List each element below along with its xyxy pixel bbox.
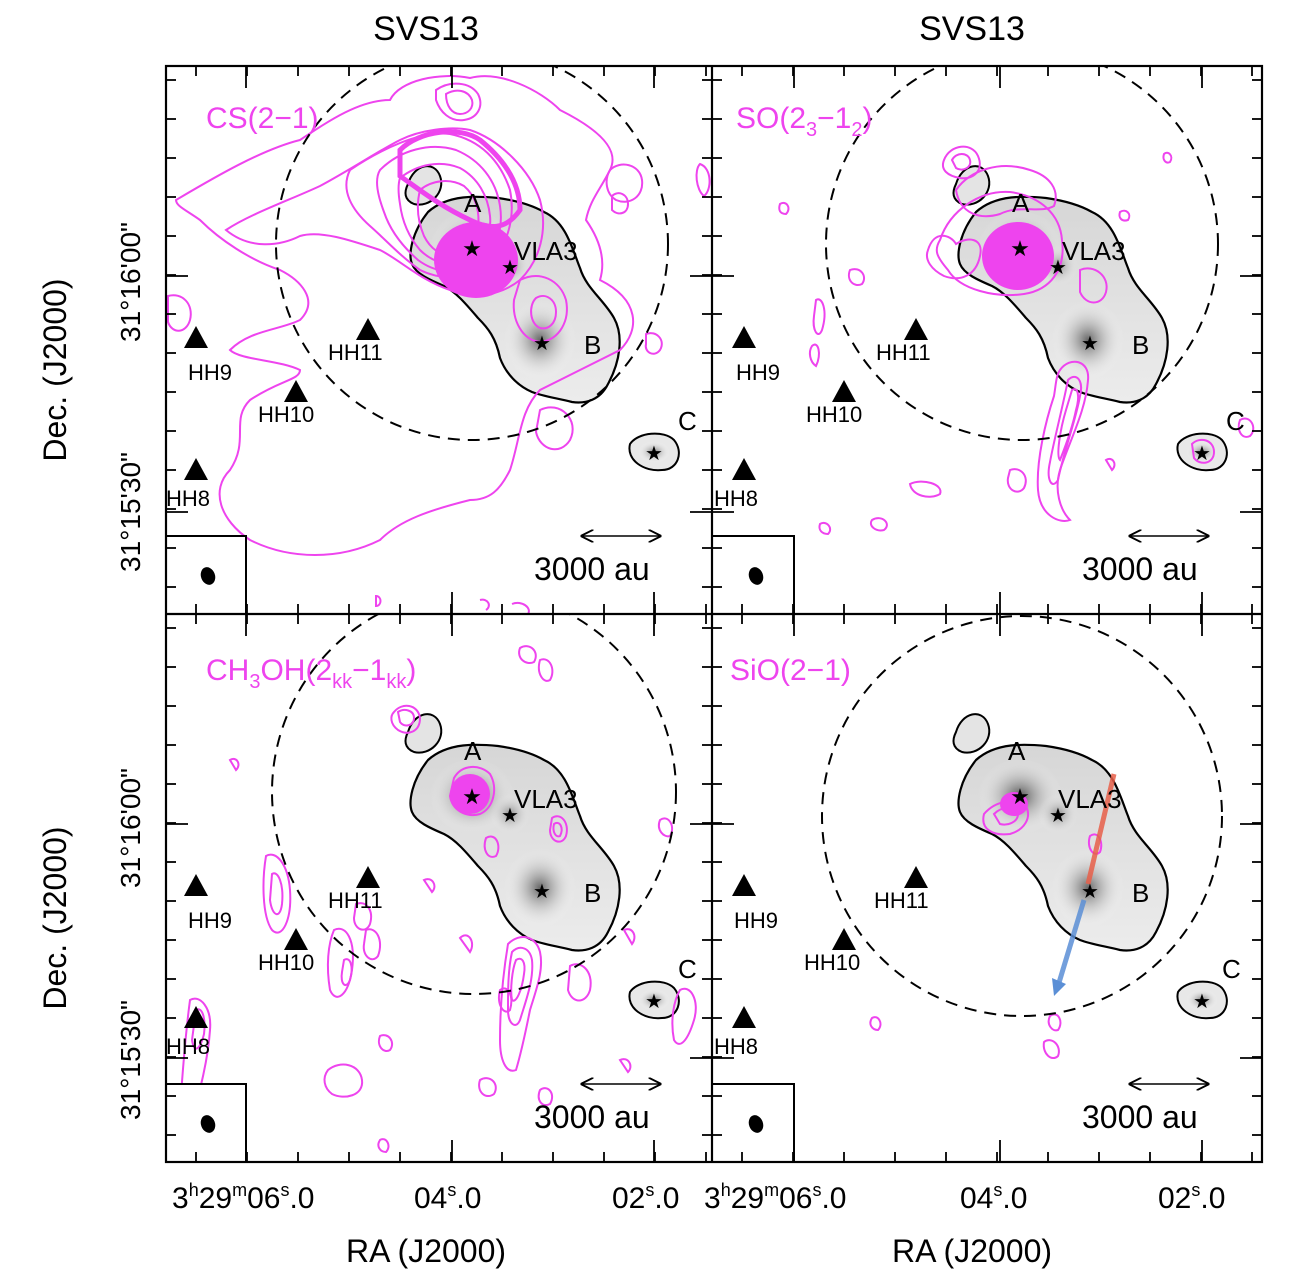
x-tick-labels: 3h29m06s.0 04s.0 02s.0 3h29m06s.0 04s.0 … — [172, 1180, 1225, 1215]
label-HH10: HH10 — [258, 402, 314, 427]
xtick-2-right: 02s.0 — [1158, 1180, 1225, 1215]
blueshifted-jet-head — [1052, 978, 1066, 996]
beam-ellipse — [200, 1115, 216, 1133]
label-C: C — [1222, 954, 1241, 984]
label-B: B — [584, 878, 601, 908]
xtick-1-right: 04s.0 — [960, 1180, 1027, 1215]
label-HH8: HH8 — [714, 486, 758, 511]
primary-beam-circle — [275, 66, 669, 441]
ytick-top-2: 31°15'30" — [115, 452, 146, 572]
ytick-bot-2: 31°15'30" — [115, 1000, 146, 1120]
label-C: C — [678, 406, 697, 436]
label-HH8: HH8 — [166, 486, 210, 511]
ylabel-top: Dec. (J2000) — [37, 278, 73, 461]
label-HH10: HH10 — [806, 402, 862, 427]
xlabel-right: RA (J2000) — [892, 1233, 1052, 1269]
label-A: A — [1012, 188, 1030, 218]
xtick-0-left: 3h29m06s.0 — [172, 1180, 314, 1215]
label-B: B — [584, 330, 601, 360]
label-HH10: HH10 — [804, 950, 860, 975]
label-A: A — [1008, 736, 1026, 766]
primary-beam-circle — [825, 66, 1219, 441]
label-HH8: HH8 — [166, 1034, 210, 1059]
label-HH9: HH9 — [188, 360, 232, 385]
label-VLA3: VLA3 — [1062, 236, 1126, 266]
panel-ch3oh: CH3OH(2kk−1kk) A VLA3 B C HH9 HH11 HH10 … — [165, 614, 697, 1163]
redshifted-jet — [1085, 773, 1117, 885]
label-B: B — [1132, 330, 1149, 360]
label-HH11: HH11 — [328, 340, 383, 365]
scalebar-label: 3000 au — [534, 1099, 650, 1135]
panel-so: SO(23−12) A VLA3 B C HH9 HH11 HH10 HH8 3… — [711, 66, 1255, 615]
molecule-label-so: SO(23−12) — [736, 102, 873, 141]
label-VLA3: VLA3 — [514, 236, 578, 266]
cs-contours — [167, 75, 711, 614]
label-HH11: HH11 — [874, 888, 929, 913]
label-C: C — [1226, 406, 1245, 436]
xtick-1-left: 04s.0 — [414, 1180, 481, 1215]
axis-ticks — [166, 66, 1262, 1162]
label-HH11: HH11 — [328, 888, 383, 913]
scalebar-label: 3000 au — [1082, 1099, 1198, 1135]
molecule-label-sio: SiO(2−1) — [730, 654, 851, 687]
so-contours — [778, 145, 1255, 536]
ylabel-bottom: Dec. (J2000) — [37, 826, 73, 1009]
panel-sio: SiO(2−1) A VLA3 B C HH9 HH11 HH10 HH8 30… — [711, 615, 1241, 1163]
panel-cs: CS(2−1) A VLA3 B C HH9 HH11 HH10 HH8 300… — [165, 66, 711, 615]
label-VLA3: VLA3 — [514, 784, 578, 814]
scalebar-label: 3000 au — [534, 551, 650, 587]
label-HH10: HH10 — [258, 950, 314, 975]
label-HH9: HH9 — [734, 908, 778, 933]
y-tick-labels: 31°16'00" 31°15'30" 31°16'00" 31°15'30" — [115, 222, 146, 1120]
beam-ellipse — [748, 567, 764, 585]
blueshifted-jet — [1055, 899, 1087, 987]
label-HH8: HH8 — [714, 1034, 758, 1059]
cs-dense-contours — [397, 129, 523, 230]
primary-beam-circle — [271, 614, 677, 995]
label-C: C — [678, 954, 697, 984]
label-HH9: HH9 — [188, 908, 232, 933]
label-HH9: HH9 — [736, 360, 780, 385]
beam-ellipse — [200, 567, 216, 585]
xtick-0-right: 3h29m06s.0 — [704, 1180, 846, 1215]
ytick-bot-1: 31°16'00" — [115, 768, 146, 888]
label-A: A — [464, 188, 482, 218]
label-A: A — [464, 736, 482, 766]
xlabel-left: RA (J2000) — [346, 1233, 506, 1269]
primary-beam-circle — [821, 615, 1223, 1017]
beam-ellipse — [748, 1115, 764, 1133]
column-title-right: SVS13 — [919, 10, 1025, 48]
ytick-top-1: 31°16'00" — [115, 222, 146, 342]
label-B: B — [1132, 878, 1149, 908]
label-VLA3: VLA3 — [1058, 784, 1122, 814]
column-title-left: SVS13 — [373, 10, 479, 48]
molecule-label-cs: CS(2−1) — [206, 102, 319, 135]
label-HH11: HH11 — [876, 340, 931, 365]
molecule-label-ch3oh: CH3OH(2kk−1kk) — [206, 654, 416, 693]
scalebar-label: 3000 au — [1082, 551, 1198, 587]
xtick-2-left: 02s.0 — [612, 1180, 679, 1215]
